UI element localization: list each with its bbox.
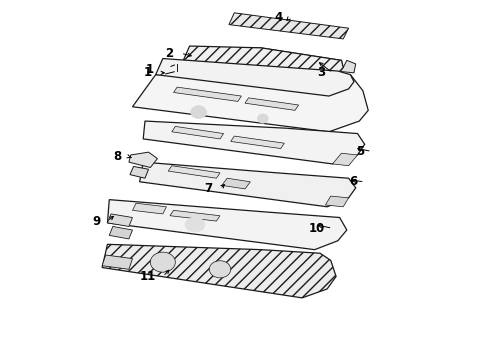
- Text: 1: 1: [146, 63, 154, 76]
- Polygon shape: [170, 210, 220, 221]
- Text: 7: 7: [205, 183, 213, 195]
- Polygon shape: [107, 200, 347, 249]
- Polygon shape: [222, 178, 250, 189]
- Polygon shape: [140, 162, 356, 207]
- Polygon shape: [107, 214, 132, 226]
- Polygon shape: [245, 98, 298, 111]
- Text: 5: 5: [356, 145, 365, 158]
- Polygon shape: [325, 196, 348, 207]
- Polygon shape: [172, 126, 223, 139]
- Polygon shape: [156, 59, 354, 96]
- Polygon shape: [231, 136, 284, 149]
- Polygon shape: [168, 166, 220, 178]
- Text: 10: 10: [309, 222, 325, 235]
- Text: 8: 8: [114, 150, 122, 163]
- Ellipse shape: [258, 114, 268, 123]
- Polygon shape: [182, 46, 343, 82]
- Ellipse shape: [191, 106, 206, 118]
- Polygon shape: [143, 121, 365, 164]
- Polygon shape: [229, 13, 348, 39]
- Polygon shape: [102, 244, 336, 298]
- Polygon shape: [132, 203, 167, 214]
- Text: 1: 1: [144, 66, 152, 79]
- Polygon shape: [333, 153, 358, 166]
- Polygon shape: [242, 48, 343, 71]
- Polygon shape: [109, 226, 132, 239]
- Text: 6: 6: [349, 175, 358, 188]
- Polygon shape: [336, 60, 356, 73]
- Polygon shape: [102, 255, 132, 269]
- Text: 4: 4: [274, 11, 283, 24]
- Ellipse shape: [209, 261, 231, 278]
- Text: 9: 9: [92, 215, 100, 228]
- Polygon shape: [173, 87, 242, 102]
- Text: 3: 3: [317, 66, 325, 79]
- Ellipse shape: [150, 252, 175, 272]
- Polygon shape: [130, 166, 148, 178]
- Polygon shape: [132, 75, 368, 132]
- Text: 11: 11: [140, 270, 156, 283]
- Ellipse shape: [185, 217, 205, 232]
- Text: 2: 2: [166, 47, 173, 60]
- Polygon shape: [129, 152, 157, 167]
